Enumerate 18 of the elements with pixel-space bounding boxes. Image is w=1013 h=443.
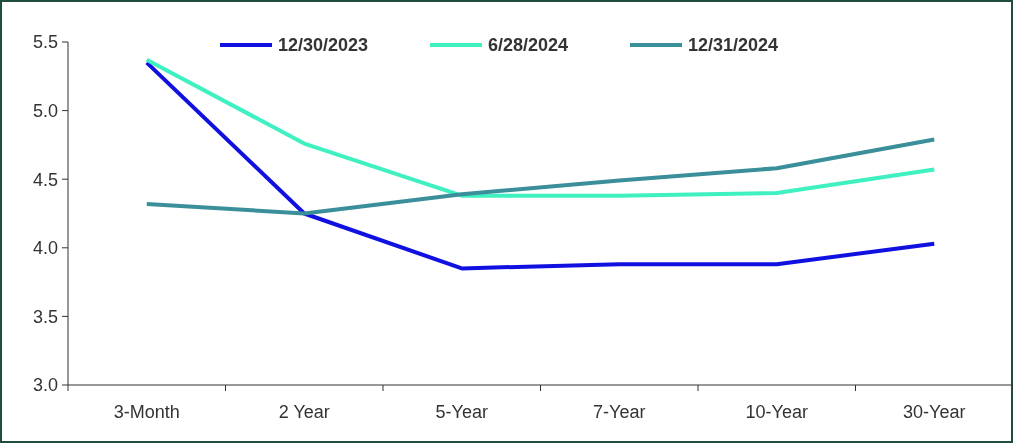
y-tick-label: 3.0 — [32, 375, 58, 396]
legend-label: 12/31/2024 — [688, 35, 779, 56]
line-series — [144, 57, 937, 198]
x-tick-label: 2 Year — [278, 402, 330, 422]
y-tick-label: 5.0 — [32, 100, 58, 121]
x-tick-label: 30-Year — [903, 402, 966, 422]
line-series — [144, 137, 937, 216]
y-tick-label: 3.5 — [32, 306, 58, 327]
y-tick-label: 4.0 — [32, 238, 58, 259]
x-tick-label: 5-Year — [435, 402, 488, 422]
y-tick-label: 4.5 — [32, 169, 58, 190]
x-tick-label: 7-Year — [593, 402, 646, 422]
x-tick-label: 10-Year — [745, 402, 808, 422]
line-series — [144, 60, 937, 271]
y-tick-label: 5.5 — [32, 32, 58, 53]
legend-label: 6/28/2024 — [488, 35, 569, 56]
x-tick-label: 3-Month — [113, 402, 180, 422]
legend-label: 12/30/2023 — [278, 35, 369, 56]
